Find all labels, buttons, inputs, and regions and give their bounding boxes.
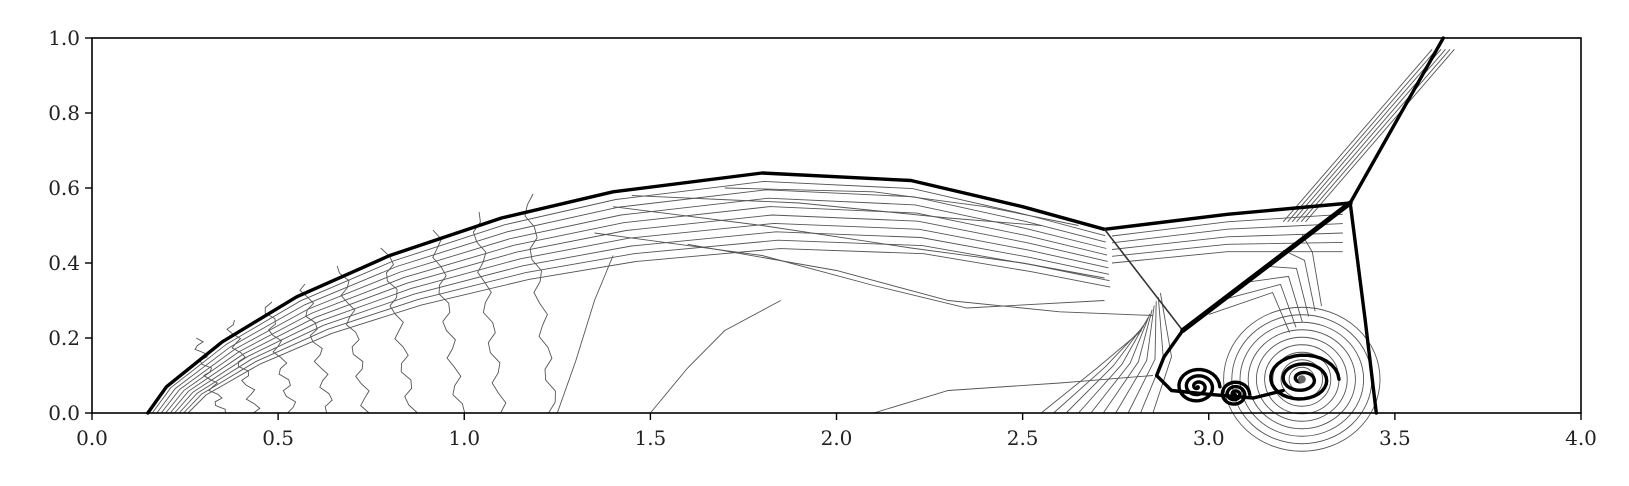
contour-line — [1053, 325, 1145, 414]
contour-line — [151, 180, 1106, 414]
contour-line — [1223, 306, 1381, 452]
contour-line — [1305, 49, 1455, 223]
contour-line — [187, 248, 1111, 414]
contour-line — [1300, 49, 1451, 223]
x-axis: 0.0 0.5 1.0 1.5 2.0 2.5 3.0 3.5 4.0 — [76, 413, 1597, 450]
contour-line — [169, 214, 1108, 414]
contour-line — [1291, 49, 1442, 223]
contour-line — [174, 222, 1109, 414]
contour-line — [1111, 251, 1343, 264]
mach-stem — [1102, 201, 1352, 232]
contour-line — [1152, 292, 1172, 414]
y-axis: 0.0 0.2 0.4 0.6 0.8 1.0 — [48, 26, 92, 425]
contour-line — [264, 301, 297, 414]
contour-line — [873, 375, 1153, 414]
contour-line — [1111, 241, 1343, 257]
contour-lines — [151, 49, 1455, 452]
contour-line — [1245, 275, 1303, 323]
contour-line — [156, 189, 1106, 414]
vortex-spiral — [1269, 353, 1341, 401]
vortex-core — [1297, 375, 1306, 384]
y-tick-label: 1.0 — [48, 26, 80, 50]
contour-line — [432, 229, 466, 414]
x-tick-label: 1.0 — [448, 426, 480, 450]
contour-line — [1239, 321, 1365, 437]
contour-line — [1115, 305, 1155, 414]
y-tick-label: 0.0 — [48, 401, 80, 425]
contour-line — [1287, 49, 1437, 223]
x-tick-label: 2.5 — [1007, 426, 1039, 450]
contour-line — [336, 265, 370, 414]
y-tick-label: 0.8 — [48, 101, 80, 125]
contour-line — [1090, 313, 1151, 414]
vertical-shock — [1348, 201, 1379, 415]
contour-line — [1111, 232, 1343, 250]
contour-line — [724, 187, 1079, 226]
contour-line — [1111, 213, 1343, 237]
contour-line — [1140, 297, 1164, 414]
contour-line — [178, 231, 1110, 414]
vortex-spiral — [1177, 367, 1222, 403]
y-tick-label: 0.2 — [48, 326, 80, 350]
contour-line — [1127, 301, 1157, 414]
contour-line — [160, 197, 1107, 414]
contour-line — [194, 337, 226, 414]
bow-shock — [146, 171, 1107, 415]
contour-line — [524, 193, 556, 414]
contour-line — [165, 206, 1108, 414]
x-tick-label: 3.5 — [1379, 426, 1411, 450]
x-tick-label: 1.5 — [634, 426, 666, 450]
contour-line — [1208, 291, 1291, 333]
contour-line — [1272, 351, 1332, 407]
shock-features — [146, 36, 1446, 415]
contour-line — [1283, 249, 1316, 312]
contour-line — [650, 300, 781, 414]
contour-line — [1078, 317, 1149, 414]
shear-layer — [1154, 328, 1285, 400]
contour-line — [472, 211, 507, 414]
contour-line — [613, 206, 1105, 279]
y-tick-label: 0.6 — [48, 176, 80, 200]
contour-line — [380, 247, 418, 414]
contour-line — [1227, 283, 1297, 328]
contour-line — [631, 195, 1042, 226]
contour-line — [183, 239, 1110, 414]
contour-line — [1065, 321, 1147, 414]
contour-line — [1264, 265, 1310, 317]
contour-line — [556, 255, 614, 414]
x-tick-label: 0.5 — [262, 426, 294, 450]
x-tick-label: 2.0 — [821, 426, 853, 450]
x-tick-label: 4.0 — [1565, 426, 1597, 450]
contour-line — [687, 243, 1153, 316]
y-tick-label: 0.4 — [48, 251, 80, 275]
x-tick-label: 3.0 — [1193, 426, 1225, 450]
contour-line — [1040, 330, 1142, 414]
contour-line — [1282, 49, 1433, 223]
oblique-shock — [1348, 36, 1446, 205]
contour-line — [299, 283, 333, 414]
contour-line — [1255, 336, 1348, 422]
reflected-shock — [1103, 228, 1184, 331]
contour-line — [594, 232, 1105, 309]
slip-line — [1180, 200, 1353, 333]
contour-line — [1111, 223, 1343, 244]
vortex-spiral — [1220, 380, 1252, 406]
contour-line — [1247, 329, 1356, 430]
contour-line — [1102, 309, 1153, 414]
x-tick-label: 0.0 — [76, 426, 108, 450]
